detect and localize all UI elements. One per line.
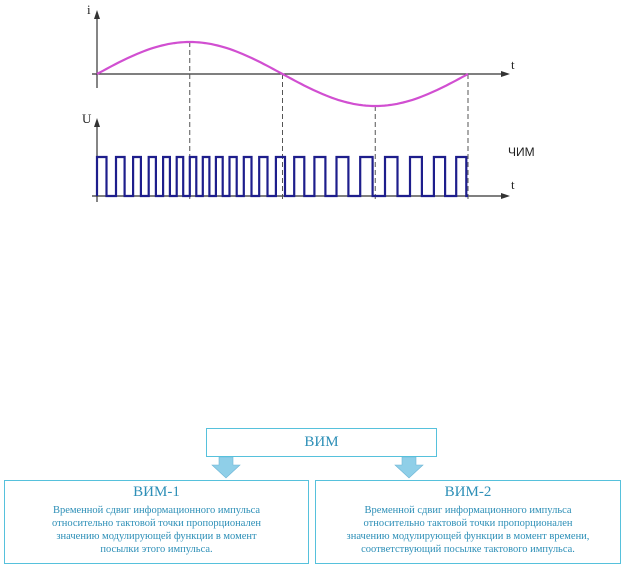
vim1-description: Временной сдвиг информационного импульса… <box>5 504 308 556</box>
vim-root-box: ВИМ <box>206 428 437 457</box>
vim2-box: ВИМ-2 Временной сдвиг информационного им… <box>315 480 621 564</box>
vim1-line: Временной сдвиг информационного импульса <box>52 505 261 516</box>
vim1-box: ВИМ-1 Временной сдвиг информационного им… <box>4 480 309 564</box>
vim1-line: посылки этого импульса. <box>100 544 213 555</box>
voltage-axis-label: U <box>82 111 92 126</box>
vim1-line: относительно тактовой точки пропорционал… <box>52 518 261 529</box>
connector-arrows <box>211 457 424 479</box>
vim1-line: значению модулирующей функции в момент <box>56 531 257 542</box>
vim2-line: относительно тактовой точки пропорционал… <box>363 518 573 529</box>
pulse-train <box>95 155 468 198</box>
down-arrow-left <box>211 457 241 479</box>
voltage-y-axis-arrow <box>94 118 100 127</box>
vim2-line: соответствующий посылке тактового импуль… <box>361 544 575 555</box>
time-axis-bottom-arrow <box>501 193 510 199</box>
guide-lines <box>189 42 469 200</box>
vim2-title: ВИМ-2 <box>444 484 492 500</box>
vim2-line: значению модулирующей функции в момент в… <box>346 531 590 542</box>
current-y-axis-arrow <box>94 10 100 19</box>
down-arrow-right <box>394 457 424 479</box>
vim-root-label: ВИМ <box>304 434 339 450</box>
vim2-line: Временной сдвиг информационного импульса <box>364 505 572 516</box>
vim1-title: ВИМ-1 <box>133 484 180 500</box>
modulation-label: ЧИМ <box>508 145 535 159</box>
signal-figure: i t U t ЧИМ <box>82 2 535 202</box>
current-axis-label: i <box>87 2 91 17</box>
current-sine-curve <box>96 40 469 108</box>
time-axis-top-arrow <box>501 71 510 77</box>
time-label-bottom: t <box>511 177 515 192</box>
time-label-top: t <box>511 57 515 72</box>
vim2-description: Временной сдвиг информационного импульса… <box>316 504 620 556</box>
